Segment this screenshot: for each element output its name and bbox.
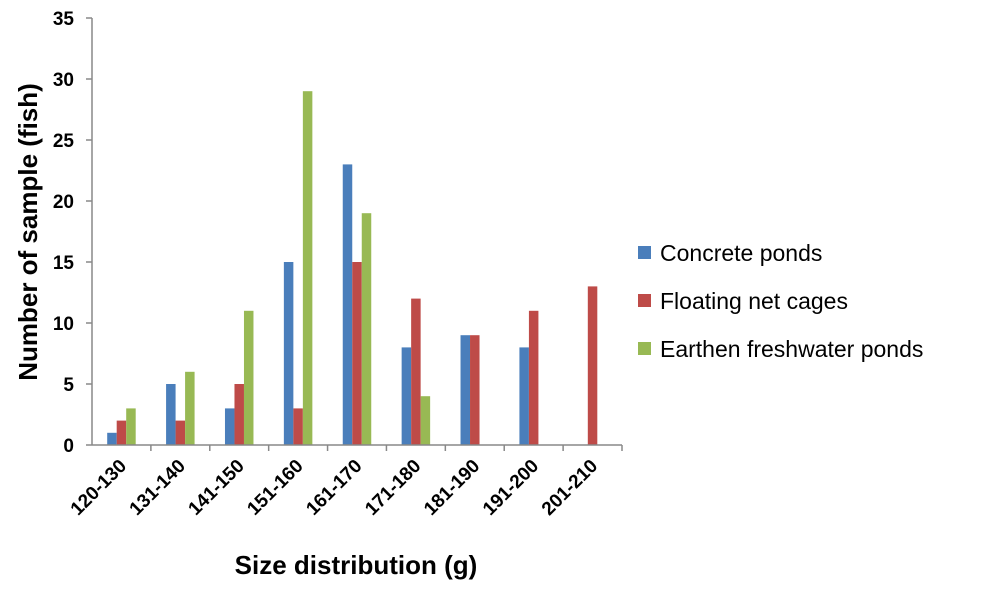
bar	[460, 335, 471, 445]
x-tick-label: 131-140	[126, 456, 190, 520]
x-axis-ticks: 120-130131-140141-150151-160161-170171-1…	[67, 445, 623, 520]
y-tick-label: 5	[63, 375, 74, 396]
bar	[342, 164, 353, 445]
legend-item: Earthen freshwater ponds	[638, 336, 923, 362]
bar	[175, 420, 186, 445]
x-tick-label: 171-180	[361, 456, 425, 520]
bar	[243, 310, 254, 445]
y-tick-label: 20	[53, 192, 74, 213]
x-tick-label: 151-160	[243, 456, 307, 520]
x-tick-label: 161-170	[302, 456, 366, 520]
y-tick-label: 10	[53, 314, 74, 335]
legend: Concrete ponds Floating net cages Earthen …	[638, 240, 923, 362]
x-tick-label: 201-210	[538, 456, 602, 520]
y-tick-label: 35	[53, 9, 75, 30]
legend-label: Earthen freshwater ponds	[660, 336, 923, 362]
series-earthen-freshwater-ponds	[126, 91, 431, 445]
bar	[519, 347, 529, 445]
legend-item: Concrete ponds	[638, 240, 822, 266]
y-axis-ticks: 0 5 10 15 20 25 30 35	[53, 9, 92, 457]
bar	[528, 310, 539, 445]
y-tick-label: 0	[63, 436, 74, 457]
legend-swatch	[638, 342, 651, 355]
bar	[185, 371, 195, 445]
bar	[116, 420, 127, 445]
bar	[401, 347, 412, 445]
x-tick-label: 120-130	[67, 456, 131, 520]
y-tick-label: 15	[53, 253, 75, 274]
bar	[352, 262, 362, 445]
bar	[420, 396, 431, 445]
bar	[283, 262, 294, 445]
y-axis-title: Number of sample (fish)	[13, 83, 43, 381]
legend-label: Floating net cages	[660, 288, 848, 314]
x-tick-label: 181-190	[420, 456, 484, 520]
legend-swatch	[638, 294, 651, 307]
bar	[470, 335, 480, 445]
legend-item: Floating net cages	[638, 288, 848, 314]
bars	[107, 91, 598, 445]
series-concrete-ponds	[107, 164, 529, 445]
bar	[361, 213, 372, 445]
legend-swatch	[638, 246, 651, 259]
x-axis-title: Size distribution (g)	[235, 550, 478, 580]
bar	[587, 286, 598, 445]
bar	[293, 408, 303, 445]
bar	[411, 298, 421, 445]
bar	[166, 384, 176, 445]
y-tick-label: 25	[53, 131, 75, 152]
y-tick-label: 30	[53, 70, 74, 91]
x-tick-label: 141-150	[185, 456, 249, 520]
legend-label: Concrete ponds	[660, 240, 822, 266]
bar	[126, 408, 136, 445]
bar	[302, 91, 313, 445]
bar	[224, 408, 235, 445]
bar	[234, 384, 244, 445]
x-tick-label: 191-200	[479, 456, 543, 520]
bar	[107, 432, 117, 445]
series-floating-net-cages	[116, 262, 598, 445]
